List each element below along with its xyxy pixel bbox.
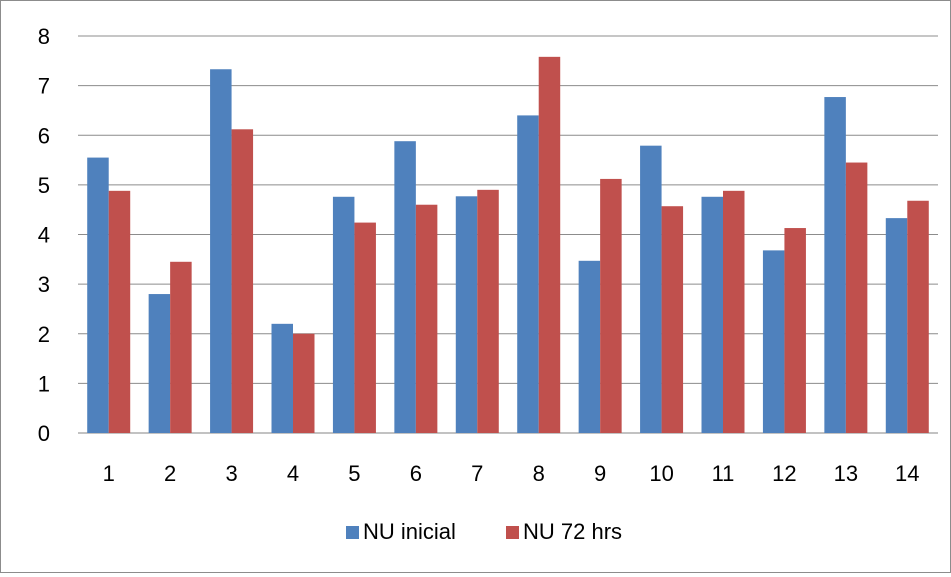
x-axis: 1 2 3 4 5 6 7 8 9 10 11 12 13 14 (103, 461, 920, 486)
y-tick-label: 0 (38, 421, 50, 446)
legend-swatch (506, 526, 519, 539)
bar-nu-inicial (885, 218, 908, 433)
x-tick-label: 2 (164, 461, 176, 486)
x-tick-label: 1 (103, 461, 115, 486)
bar-nu-72-hrs (293, 333, 315, 433)
bar-nu-inicial (640, 145, 662, 433)
y-tick-label: 5 (38, 173, 50, 198)
bars (87, 56, 929, 434)
y-tick-label: 3 (38, 272, 50, 297)
gridlines (78, 35, 938, 434)
legend: NU inicial NU 72 hrs (346, 519, 622, 544)
y-tick-label: 1 (38, 371, 50, 396)
x-tick-label: 4 (287, 461, 299, 486)
bar-nu-72-hrs (477, 189, 499, 433)
x-tick-label: 8 (533, 461, 545, 486)
bar-nu-72-hrs (907, 200, 929, 433)
bar-nu-72-hrs (784, 228, 806, 433)
bar-nu-inicial (701, 196, 723, 433)
x-tick-label: 7 (471, 461, 483, 486)
bar-nu-72-hrs (231, 129, 254, 434)
bar-nu-72-hrs (600, 178, 622, 433)
bar-nu-72-hrs (661, 206, 684, 433)
bar-nu-inicial (210, 69, 232, 433)
legend-label: NU 72 hrs (523, 519, 622, 544)
y-tick-label: 7 (38, 74, 50, 99)
bar-nu-72-hrs (354, 222, 376, 433)
y-tick-label: 6 (38, 123, 50, 148)
bar-nu-inicial (762, 250, 785, 433)
bar-nu-inicial (87, 157, 109, 434)
y-tick-label: 8 (38, 24, 50, 49)
bar-nu-72-hrs (415, 204, 438, 433)
bar-nu-72-hrs (108, 190, 131, 433)
x-tick-label: 12 (772, 461, 796, 486)
x-tick-label: 10 (649, 461, 673, 486)
x-tick-label: 5 (348, 461, 360, 486)
bar-nu-72-hrs (723, 190, 745, 433)
x-tick-label: 13 (834, 461, 858, 486)
y-axis: 0 1 2 3 4 5 6 7 8 (38, 24, 50, 446)
bar-nu-inicial (394, 141, 416, 433)
bar-nu-inicial (455, 196, 478, 433)
bar-nu-72-hrs (538, 56, 561, 433)
x-tick-label: 3 (225, 461, 237, 486)
bar-nu-72-hrs (170, 261, 192, 433)
bar-nu-inicial (824, 97, 846, 433)
bar-nu-inicial (578, 260, 601, 433)
x-tick-label: 11 (712, 461, 735, 486)
bar-nu-inicial (271, 323, 293, 433)
y-tick-label: 2 (38, 322, 50, 347)
bar-nu-inicial (517, 115, 539, 434)
legend-label: NU inicial (363, 519, 456, 544)
legend-swatch (346, 526, 359, 539)
bar-nu-inicial (148, 294, 171, 433)
bar-nu-72-hrs (845, 162, 868, 433)
bar-nu-inicial (332, 196, 355, 433)
y-tick-label: 4 (38, 223, 50, 248)
x-tick-label: 9 (594, 461, 606, 486)
x-tick-label: 14 (895, 461, 919, 486)
x-tick-label: 6 (410, 461, 422, 486)
